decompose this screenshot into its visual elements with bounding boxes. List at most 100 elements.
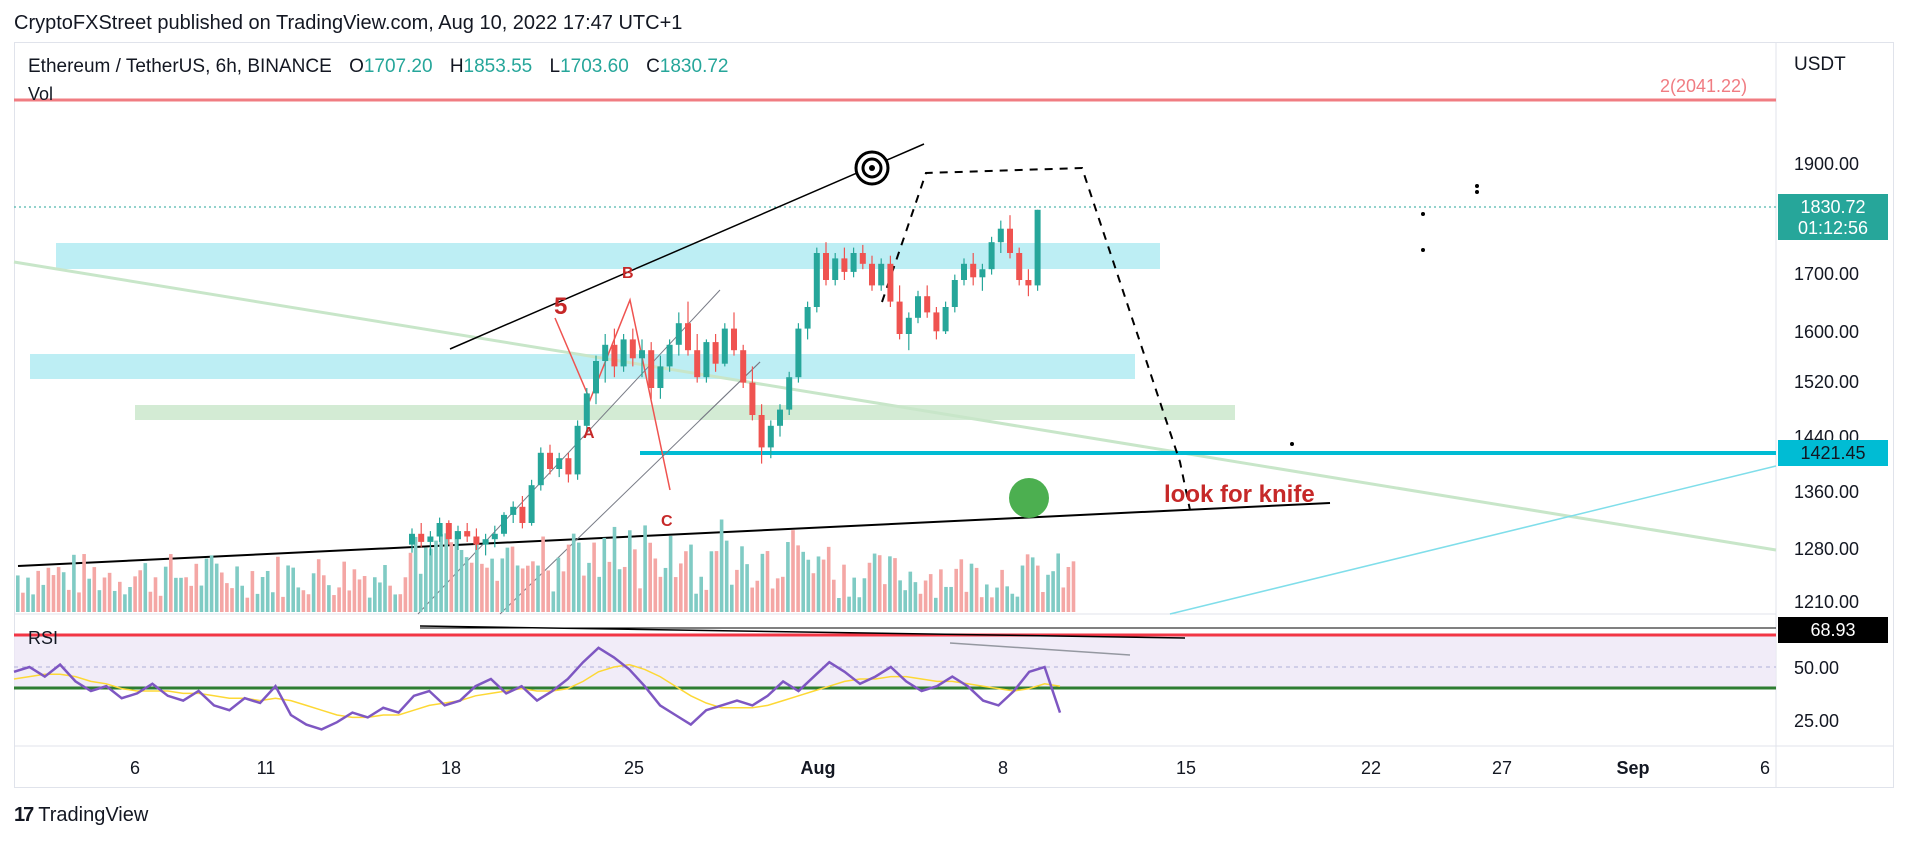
rsi-arrow bbox=[949, 642, 1131, 656]
volume-bar bbox=[296, 587, 301, 612]
volume-bar bbox=[480, 563, 484, 612]
volume-bar bbox=[974, 567, 979, 612]
footer-brand[interactable]: 17 TradingView bbox=[14, 804, 148, 827]
volume-bar bbox=[597, 576, 601, 612]
volume-bar bbox=[801, 551, 805, 612]
wave-label-b: B bbox=[622, 265, 634, 282]
low-label: L bbox=[549, 56, 561, 77]
candle bbox=[611, 328, 618, 378]
candle bbox=[657, 355, 664, 399]
volume-bar bbox=[301, 590, 306, 612]
volume-bar bbox=[36, 570, 40, 612]
volume-bar bbox=[1041, 592, 1045, 612]
volume-bar bbox=[276, 556, 280, 612]
volume-bar bbox=[1066, 566, 1071, 612]
volume-bar bbox=[571, 533, 576, 612]
volume-bar bbox=[199, 585, 204, 612]
volume-bar bbox=[556, 557, 561, 612]
volume-bar bbox=[704, 589, 709, 612]
volume-bar bbox=[403, 577, 408, 612]
volume-bar bbox=[617, 569, 622, 612]
time-tick: 18 bbox=[441, 758, 461, 778]
volume-bar bbox=[653, 558, 658, 612]
volume-bar bbox=[954, 568, 958, 612]
volume-bar bbox=[607, 561, 612, 612]
volume-bar bbox=[872, 553, 877, 612]
volume-bar bbox=[668, 535, 673, 612]
candle bbox=[767, 420, 774, 459]
volume-bar bbox=[352, 569, 357, 612]
volume-bar bbox=[990, 597, 994, 612]
candle bbox=[639, 339, 645, 378]
rsi-band bbox=[14, 635, 1776, 688]
volume-bar bbox=[985, 584, 989, 612]
volume-bar bbox=[944, 586, 948, 612]
upper-trendline bbox=[449, 143, 925, 350]
volume-bar bbox=[337, 587, 341, 612]
candle bbox=[583, 388, 590, 432]
candle bbox=[455, 525, 461, 550]
candle bbox=[804, 301, 811, 340]
volume-bar bbox=[133, 576, 137, 612]
candle bbox=[887, 255, 894, 307]
volume-bar bbox=[418, 573, 423, 612]
volume-bar bbox=[903, 590, 907, 612]
volume-bar bbox=[286, 565, 290, 612]
candle bbox=[915, 290, 921, 324]
wave-label-c: C bbox=[661, 513, 673, 530]
volume-bar bbox=[128, 587, 132, 612]
volume-bar bbox=[745, 564, 749, 612]
volume-bar bbox=[469, 562, 474, 612]
candle bbox=[675, 312, 682, 356]
volume-bar bbox=[582, 575, 586, 612]
volume-bar bbox=[673, 577, 678, 612]
candle bbox=[933, 307, 940, 340]
volume-bar bbox=[546, 570, 550, 612]
volume-bar bbox=[342, 561, 346, 612]
candle bbox=[685, 301, 691, 356]
volume-bar bbox=[913, 582, 918, 612]
candle bbox=[924, 285, 931, 318]
volume-bar bbox=[561, 571, 566, 612]
candle bbox=[777, 404, 783, 437]
volume-bar bbox=[1015, 596, 1020, 612]
dot-marker bbox=[1421, 248, 1425, 252]
volume-bar bbox=[709, 551, 714, 612]
level-price-tag: 1421.45 bbox=[1778, 440, 1888, 466]
volume-bar bbox=[628, 530, 632, 612]
volume-bar bbox=[271, 592, 275, 612]
dot-marker bbox=[1290, 442, 1294, 446]
volume-bar bbox=[730, 584, 734, 612]
open-value: 1707.20 bbox=[363, 56, 433, 77]
candle bbox=[418, 523, 425, 548]
dot-marker bbox=[1421, 212, 1425, 216]
candle bbox=[979, 263, 986, 291]
candle bbox=[547, 444, 553, 475]
volume-bar bbox=[923, 580, 928, 612]
candle bbox=[445, 520, 452, 545]
tradingview-logo-icon: 17 bbox=[14, 804, 34, 826]
volume-bar bbox=[735, 569, 739, 612]
support-zone-green bbox=[135, 405, 1235, 420]
close-label: C bbox=[646, 56, 660, 77]
volume-bar bbox=[531, 561, 535, 612]
volume-bar bbox=[495, 580, 499, 612]
last-price-tag: 1830.72 01:12:56 bbox=[1778, 194, 1888, 240]
volume-bar bbox=[240, 585, 244, 612]
volume-bar bbox=[964, 591, 969, 612]
candle bbox=[537, 447, 544, 491]
volume-bar bbox=[225, 583, 229, 612]
volume-bar bbox=[107, 572, 112, 612]
volume-bar bbox=[87, 578, 91, 612]
candle bbox=[427, 531, 434, 556]
volume-bar bbox=[347, 590, 352, 612]
volume-bar bbox=[1030, 557, 1035, 612]
candle bbox=[951, 274, 958, 313]
volume-bar bbox=[714, 551, 719, 612]
volume-bar bbox=[112, 590, 117, 612]
volume-bar bbox=[230, 588, 234, 612]
volume-bar bbox=[806, 559, 811, 612]
volume-bar bbox=[551, 591, 556, 612]
volume-bar bbox=[832, 579, 836, 612]
